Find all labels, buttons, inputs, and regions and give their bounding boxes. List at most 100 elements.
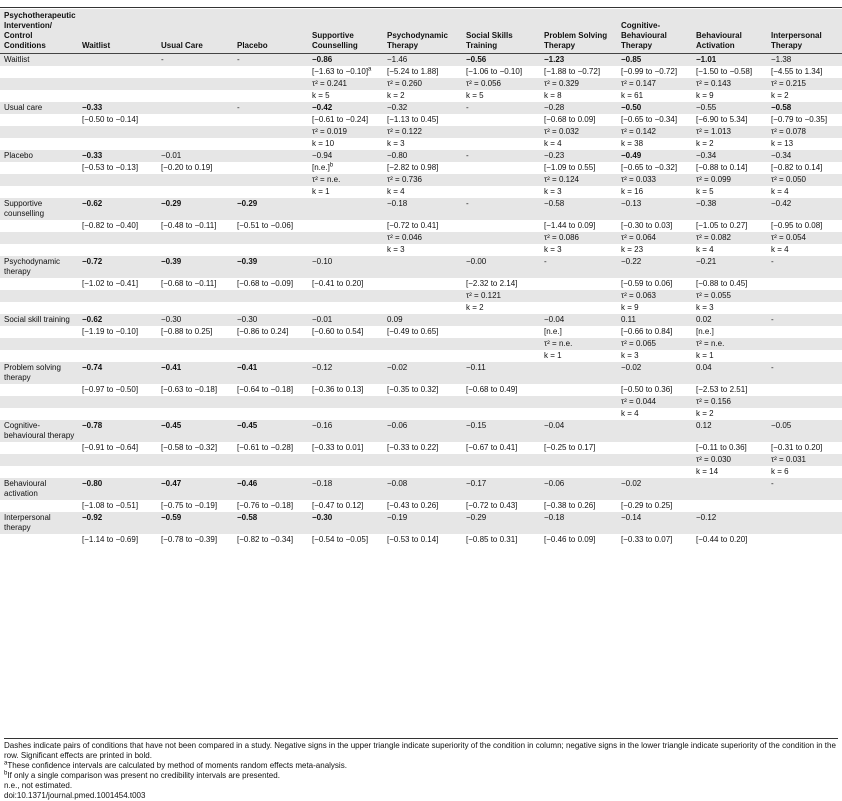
row-label: Interpersonal therapy [0,512,78,534]
table-cell: −0.06 [383,420,462,442]
table-cell [767,290,842,302]
table-cell [767,408,842,420]
table-cell [462,454,540,466]
table-cell: - [540,256,617,278]
table-cell: - [767,256,842,278]
table-cell [233,244,308,256]
comparison-table: Psychotherapeutic Intervention/ Control … [0,9,842,546]
table-row: [−1.02 to −0.41] [−0.68 to −0.11] [−0.68 t… [0,278,842,290]
table-cell: [−0.20 to 0.19] [161,163,213,172]
table-cell [462,220,540,232]
footnote-a: aThese confidence intervals are calculat… [4,760,347,770]
table-cell: [−0.11 to 0.36] [696,443,747,452]
table-cell [157,232,233,244]
table-cell: −0.85 [617,53,692,66]
table-cell: −0.34 [767,150,842,162]
table-cell [233,232,308,244]
table-cell: −0.12 [692,512,767,534]
table-cell [462,326,540,338]
table-cell [78,186,157,198]
table-cell: [−0.48 to −0.11] [161,221,217,230]
table-cell: −0.41 [233,362,308,384]
table-cell: k = 4 [387,187,405,196]
table-cell: k = 5 [696,187,714,196]
table-cell: −0.50 [617,102,692,114]
table-cell: −0.04 [540,420,617,442]
table-cell [233,126,308,138]
table-cell: [−0.72 to 0.43] [466,501,518,510]
table-cell: −0.02 [383,362,462,384]
table-cell: k = 2 [387,91,405,100]
table-cell: [−0.68 to 0.09] [544,115,596,124]
table-cell: τ² = 0.215 [767,78,842,90]
table-cell: [−5.24 to 1.88] [387,67,439,76]
table-cell: τ² = 0.046 [383,232,462,244]
table-cell [308,454,383,466]
table-cell [617,420,692,442]
table-cell [462,186,540,198]
table-cell: [−0.88 to 0.45] [696,279,748,288]
table-row: Placebo −0.33 −0.01 −0.94 −0.80- −0.23 −0.49 −0… [0,150,842,162]
column-header: Supportive Counselling [308,9,383,54]
table-row: Social skill training −0.62 −0.30 −0.30 −0.0… [0,314,842,326]
table-cell: τ² = 0.044 [617,396,692,408]
row-label: Psychodynamic therapy [0,256,78,278]
table-cell [78,232,157,244]
row-label [0,534,78,546]
table-cell [233,408,308,420]
table-cell: [−0.82 to 0.14] [771,163,823,172]
table-cell: −0.21 [692,256,767,278]
table-cell: [−0.61 to −0.24] [312,115,369,124]
table-cell: −0.41 [157,362,233,384]
table-cell [78,126,157,138]
table-cell: τ² = 0.143 [692,78,767,90]
table-cell: [−0.47 to 0.12] [312,501,364,510]
table-cell: −0.49 [617,150,692,162]
table-cell [462,314,540,326]
table-cell: k = 38 [621,139,644,148]
table-cell: τ² = 0.031 [767,454,842,466]
row-label [0,384,78,396]
table-cell: 0.11 [617,314,692,326]
table-cell [308,302,383,314]
row-label [0,500,78,512]
table-cell: −0.28 [540,102,617,114]
table-cell: [−1.08 to −0.51] [82,501,139,510]
table-cell [540,290,617,302]
table-cell [308,232,383,244]
row-label: Cognitive-behavioural therapy [0,420,78,442]
table-cell: τ² = 0.086 [540,232,617,244]
table-cell: τ² = n.e. [692,338,767,350]
table-cell: −0.19 [383,512,462,534]
table-cell: k = 13 [771,139,794,148]
table-cell: k = 2 [771,91,789,100]
row-label [0,78,78,90]
table-cell: [−1.44 to 0.09] [544,221,596,230]
table-cell: [−0.53 to 0.14] [387,535,439,544]
table-cell: - [767,314,842,326]
column-header: Cognitive-Behavioural Therapy [617,9,692,54]
table-cell: [−0.79 to −0.35] [771,115,828,124]
table-row: τ² = 0.241 τ² = 0.260 τ² = 0.056 τ² = 0.329… [0,78,842,90]
table-cell [308,466,383,478]
table-cell: τ² = 0.122 [383,126,462,138]
table-cell [233,150,308,162]
footnote-mark: a [368,66,372,73]
table-cell: −0.13 [617,198,692,220]
table-cell: −0.18 [540,512,617,534]
table-cell: [−0.67 to 0.41] [466,443,518,452]
table-cell: [−0.97 to −0.50] [82,385,139,394]
table-cell: −0.74 [78,362,157,384]
table-cell [233,138,308,150]
table-cell [233,396,308,408]
footnote-b: bIf only a single comparison was present… [4,770,280,780]
table-cell: [−0.82 to −0.40] [82,221,139,230]
table-cell: −1.46 [383,53,462,66]
table-cell: k = 16 [621,187,644,196]
table-cell [233,174,308,186]
table-row: Interpersonal therapy −0.92 −0.59 −0.58 −0.3… [0,512,842,534]
table-header-row: Psychotherapeutic Intervention/ Control … [0,9,842,54]
table-cell: τ² = 0.156 [692,396,767,408]
table-cell: −1.23 [540,53,617,66]
table-row: Behavioural activation −0.80 −0.47 −0.46 −0.… [0,478,842,500]
